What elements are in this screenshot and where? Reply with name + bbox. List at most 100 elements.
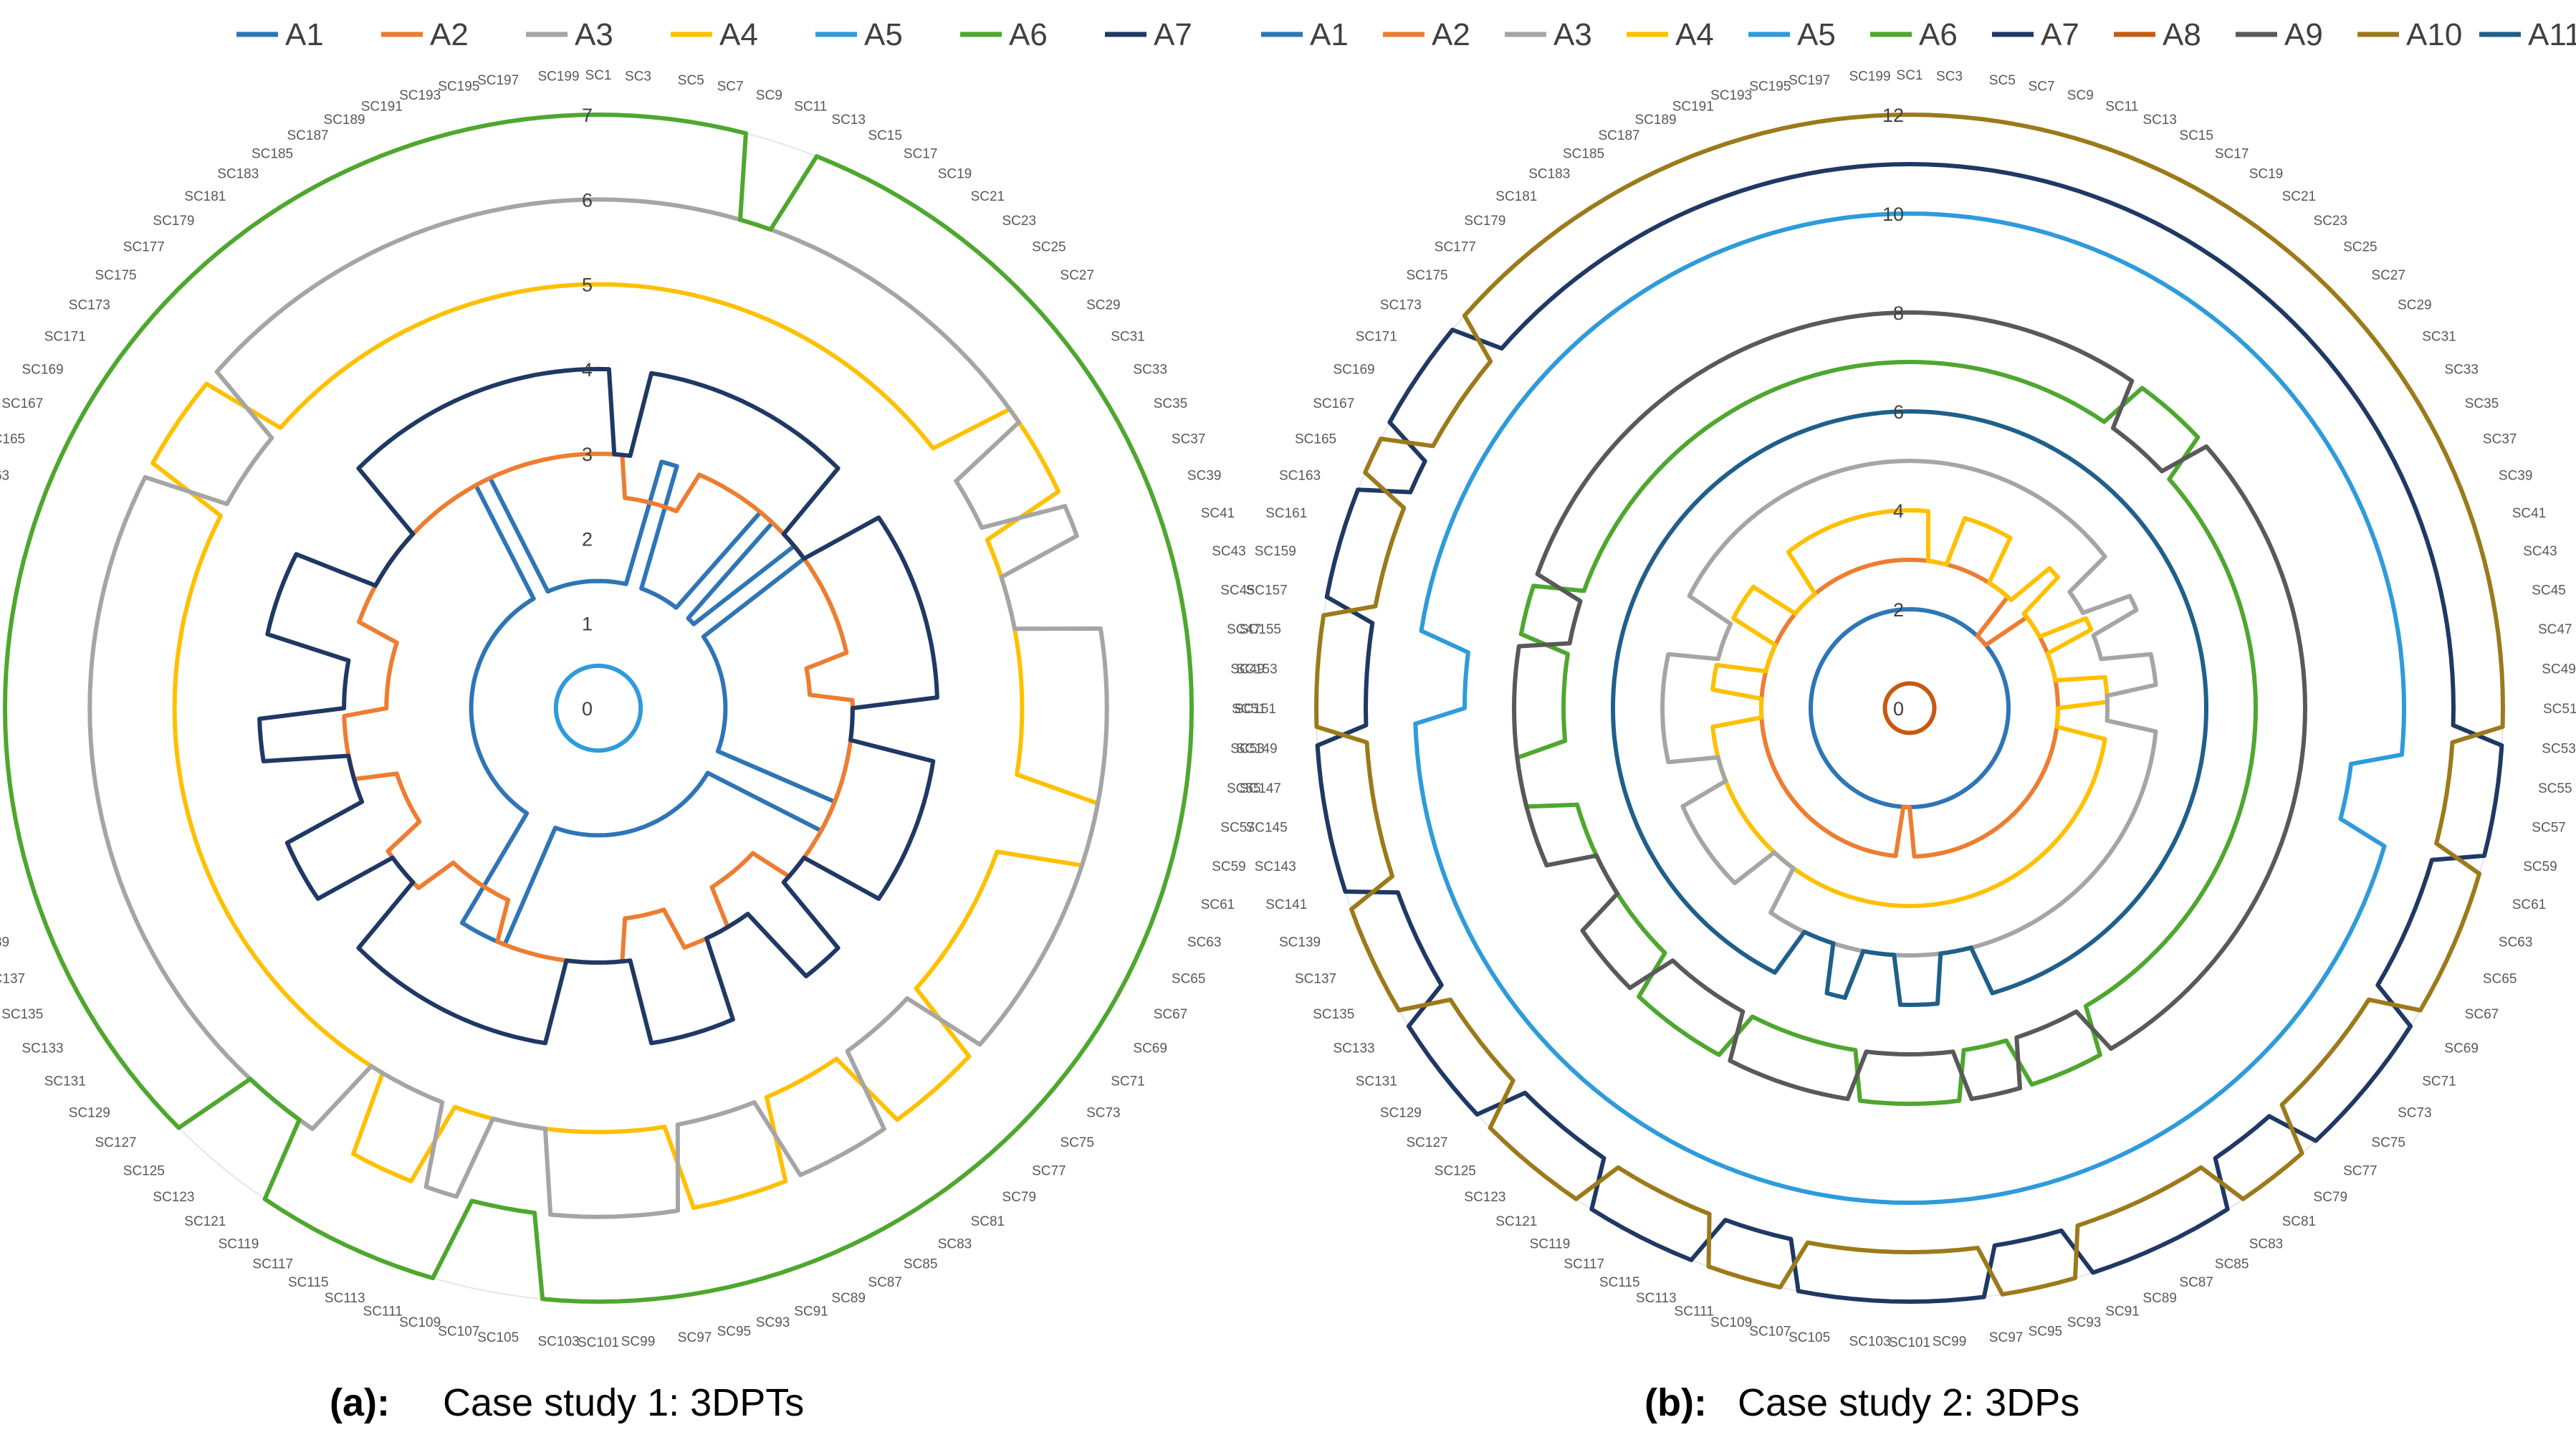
category-label: SC153	[1236, 662, 1278, 677]
category-label: SC119	[219, 1236, 259, 1251]
radial-tick-label: 4	[582, 359, 593, 381]
radial-tick-label: 5	[582, 275, 593, 296]
radial-tick-label: 0	[582, 698, 593, 720]
category-label: SC73	[1086, 1106, 1121, 1121]
category-label: SC193	[399, 88, 441, 103]
category-label: SC31	[2422, 329, 2456, 344]
series-a10-line	[1314, 113, 2505, 1297]
category-label: SC75	[2371, 1135, 2405, 1150]
radial-tick-label: 2	[582, 528, 593, 550]
category-label: SC189	[323, 113, 365, 128]
category-label: SC49	[1230, 662, 1265, 677]
radial-tick-label: 10	[1882, 204, 1904, 225]
series-a5-line	[1413, 211, 2406, 1205]
radial-tick-label: 0	[1893, 698, 1904, 720]
category-label: SC35	[1154, 396, 1188, 411]
category-label: SC187	[1598, 128, 1639, 143]
legend-label-a5: A5	[1797, 17, 1836, 52]
category-label: SC135	[1, 1007, 43, 1022]
category-label: SC91	[794, 1305, 828, 1320]
category-label: SC81	[971, 1214, 1005, 1229]
category-label: SC97	[678, 1330, 712, 1345]
category-label: SC137	[1295, 971, 1336, 986]
series-a1-line	[459, 459, 837, 947]
category-label: SC53	[2542, 742, 2576, 757]
category-label: SC109	[1710, 1315, 1752, 1330]
category-label: SC1	[1897, 68, 1923, 83]
caption-a-text: Case study 1: 3DPTs	[443, 1381, 804, 1424]
category-label: SC33	[2444, 362, 2479, 377]
category-label: SC101	[578, 1335, 619, 1350]
category-label: SC181	[184, 189, 226, 204]
category-label: SC81	[2282, 1214, 2317, 1229]
category-label: SC83	[938, 1236, 972, 1251]
category-label: SC135	[1313, 1007, 1354, 1022]
category-label: SC63	[1187, 935, 1222, 950]
category-label: SC183	[1528, 167, 1570, 182]
category-label: SC107	[1749, 1324, 1791, 1339]
category-label: SC177	[123, 240, 165, 255]
series-a6-line	[1515, 360, 2258, 1106]
category-label: SC55	[1227, 781, 1261, 796]
category-label: SC41	[1201, 506, 1235, 521]
radial-tick-label: 6	[1893, 401, 1904, 423]
category-label: SC195	[438, 80, 479, 95]
radial-tick-label: 4	[1893, 500, 1904, 522]
category-label: SC155	[1240, 622, 1281, 637]
category-label: SC3	[625, 70, 651, 85]
category-label: SC87	[868, 1275, 902, 1290]
category-label: SC143	[1255, 859, 1296, 874]
category-label: SC167	[1313, 396, 1354, 411]
category-label: SC185	[252, 146, 293, 161]
category-label: SC27	[1060, 268, 1094, 283]
category-label: SC163	[0, 469, 9, 484]
radial-tick-label: 12	[1882, 105, 1904, 126]
legend-label-a8: A8	[2163, 17, 2201, 52]
category-label: SC45	[2532, 583, 2566, 598]
category-label: SC67	[2465, 1007, 2499, 1022]
legend-label-a6: A6	[1009, 17, 1048, 52]
category-label: SC115	[1599, 1275, 1640, 1290]
category-label: SC109	[399, 1315, 441, 1330]
category-label: SC121	[1495, 1214, 1537, 1229]
category-label: SC169	[21, 362, 63, 377]
legend-label-a2: A2	[430, 17, 469, 52]
category-label: SC43	[2523, 544, 2557, 559]
category-label: SC61	[2512, 897, 2547, 912]
category-label: SC129	[69, 1106, 110, 1121]
caption-a-label: (a):	[330, 1381, 390, 1424]
category-label: SC85	[904, 1257, 938, 1272]
category-label: SC51	[1232, 702, 1266, 717]
category-label: SC49	[2542, 662, 2576, 677]
category-label: SC179	[1464, 214, 1505, 229]
category-label: SC129	[1380, 1106, 1422, 1121]
legend-label-a2: A2	[1432, 17, 1470, 52]
category-label: SC189	[1634, 113, 1676, 128]
radial-tick-label: 7	[582, 105, 593, 126]
category-label: SC185	[1563, 146, 1604, 161]
category-label: SC139	[1279, 935, 1321, 950]
category-label: SC69	[1133, 1041, 1167, 1057]
category-label: SC157	[1246, 583, 1288, 598]
category-label: SC165	[0, 432, 25, 447]
category-label: SC171	[44, 329, 86, 344]
category-label: SC121	[184, 1214, 226, 1229]
category-label: SC21	[2282, 189, 2317, 204]
category-label: SC39	[1187, 469, 1222, 484]
category-label: SC175	[95, 268, 136, 283]
category-label: SC89	[2142, 1291, 2177, 1306]
category-label: SC5	[678, 73, 704, 88]
radial-tick-label: 2	[1893, 599, 1904, 621]
category-label: SC41	[2512, 506, 2547, 521]
category-label: SC199	[1849, 70, 1890, 85]
category-label: SC21	[971, 189, 1005, 204]
category-label: SC65	[2483, 971, 2517, 986]
category-label: SC45	[1220, 583, 1255, 598]
category-label: SC23	[1002, 214, 1037, 229]
category-label: SC119	[1530, 1236, 1571, 1251]
category-label: SC193	[1710, 88, 1752, 103]
radial-tick-label: 6	[582, 189, 593, 211]
category-label: SC53	[1230, 742, 1265, 757]
